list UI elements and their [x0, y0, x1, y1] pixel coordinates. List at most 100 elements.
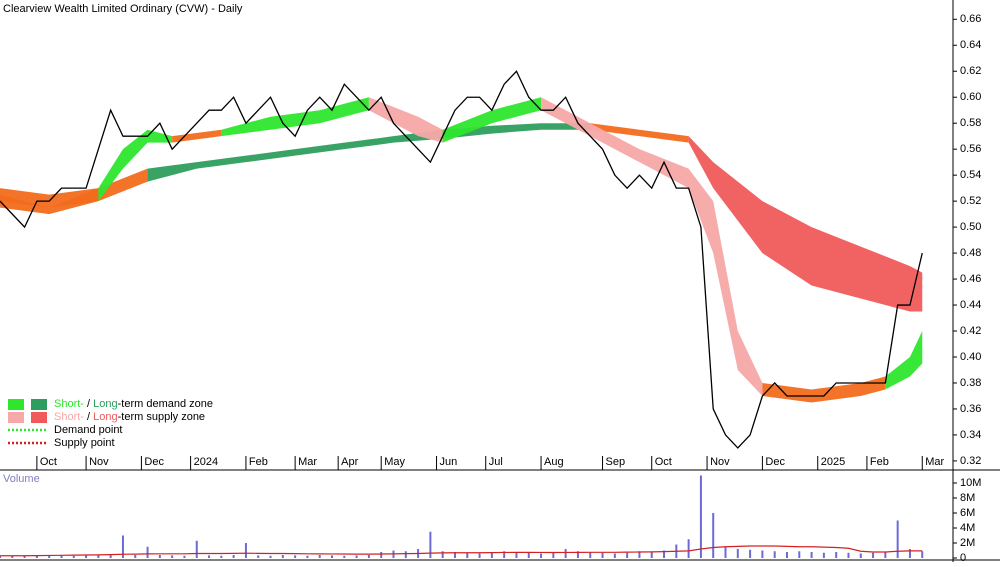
volume-bar [121, 535, 124, 558]
zone-band [688, 136, 923, 312]
volume-bar [208, 555, 211, 558]
y-tick-label: 0.60 [960, 91, 981, 103]
legend-text: Short- [54, 398, 84, 410]
volume-bar [515, 552, 518, 558]
volume-bar [896, 520, 899, 558]
volume-bar [761, 550, 764, 558]
chart-title: Clearview Wealth Limited Ordinary (CVW) … [3, 3, 243, 15]
volume-bar [331, 555, 334, 558]
y-tick-label: 0.58 [960, 117, 981, 129]
volume-bar [269, 555, 272, 558]
legend-label: Supply point [54, 437, 115, 449]
x-tick-label: Aug [544, 456, 564, 468]
zone-band [147, 123, 591, 182]
volume-bar [626, 552, 629, 558]
volume-bar [183, 555, 186, 558]
volume-bar [921, 551, 924, 558]
volume-bar [134, 555, 137, 558]
x-tick-label: Oct [40, 456, 57, 468]
volume-bar [478, 553, 481, 558]
legend-swatch [8, 412, 24, 423]
volume-bar [589, 552, 592, 558]
y-tick-label: 0.38 [960, 377, 981, 389]
volume-bar [638, 551, 641, 558]
volume-bar [195, 540, 198, 558]
legend-text: Demand point [54, 424, 123, 436]
x-tick-label: Feb [870, 456, 889, 468]
legend-swatch [8, 399, 24, 410]
volume-bar [220, 555, 223, 558]
volume-bar [306, 555, 309, 558]
volume-average [0, 545, 923, 557]
volume-bar [810, 552, 813, 558]
volume-bar [109, 554, 112, 558]
x-tick-label: 2024 [194, 456, 218, 468]
y-tick-label: 0.54 [960, 169, 981, 181]
zone-band [368, 97, 443, 143]
volume-bar [85, 555, 88, 558]
volume-bar [429, 531, 432, 558]
legend-text: -term demand zone [118, 398, 213, 410]
volume-bar [404, 551, 407, 558]
volume-bar [281, 555, 284, 558]
legend-text: / [84, 411, 93, 423]
zone-band [98, 129, 173, 202]
zone-band [590, 123, 689, 143]
volume-bar [294, 555, 297, 558]
x-tick-label: Nov [89, 456, 109, 468]
volume-bar [650, 552, 653, 558]
legend-label: Demand point [54, 424, 123, 436]
x-tick-label: May [384, 456, 405, 468]
volume-bar [171, 555, 174, 558]
volume-bar [343, 555, 346, 558]
y-tick-label: 0.36 [960, 403, 981, 415]
x-tick-label: Sep [606, 456, 626, 468]
volume-bar [859, 553, 862, 558]
legend-swatch [31, 412, 47, 423]
volume-bar [318, 555, 321, 558]
volume-bar [687, 539, 690, 558]
volume-bar [822, 552, 825, 558]
volume-bar [601, 552, 604, 558]
x-tick-label: Mar [298, 456, 317, 468]
y-tick-label: 0.40 [960, 351, 981, 363]
y-tick-label: 4M [960, 522, 975, 534]
x-tick-label: Jul [489, 456, 503, 468]
y-tick-label: 0.66 [960, 13, 981, 25]
volume-bar [48, 555, 51, 558]
y-tick-label: 0.46 [960, 273, 981, 285]
volume-bar [736, 549, 739, 558]
volume-bar [699, 475, 702, 558]
y-tick-label: 6M [960, 507, 975, 519]
volume-bar [884, 552, 887, 558]
volume-bar [60, 555, 63, 558]
legend-text: Short- [54, 411, 84, 423]
y-tick-label: 0.42 [960, 325, 981, 337]
volume-bar [847, 552, 850, 558]
legend-label: Short- / Long-term supply zone [54, 411, 205, 423]
volume-bar [232, 555, 235, 558]
y-tick-label: 0.50 [960, 221, 981, 233]
volume-bar [146, 546, 149, 558]
volume-bar [466, 552, 469, 558]
legend-label: Short- / Long-term demand zone [54, 398, 213, 410]
x-tick-label: Nov [710, 456, 730, 468]
volume-bar [724, 546, 727, 558]
volume-bar [23, 555, 26, 558]
y-tick-label: 0.52 [960, 195, 981, 207]
volume-bar [908, 549, 911, 558]
volume-bar [564, 549, 567, 558]
price-line [0, 70, 923, 449]
y-tick-label: 2M [960, 537, 975, 549]
legend-text: / [84, 398, 93, 410]
volume-bar [35, 555, 38, 558]
legend-swatch [31, 399, 47, 410]
volume-bar [11, 556, 14, 558]
volume-title: Volume [3, 473, 40, 485]
volume-bar [773, 551, 776, 558]
volume-bar [835, 552, 838, 558]
volume-bar [490, 552, 493, 558]
volume-bar [712, 513, 715, 558]
volume-bar [749, 549, 752, 558]
